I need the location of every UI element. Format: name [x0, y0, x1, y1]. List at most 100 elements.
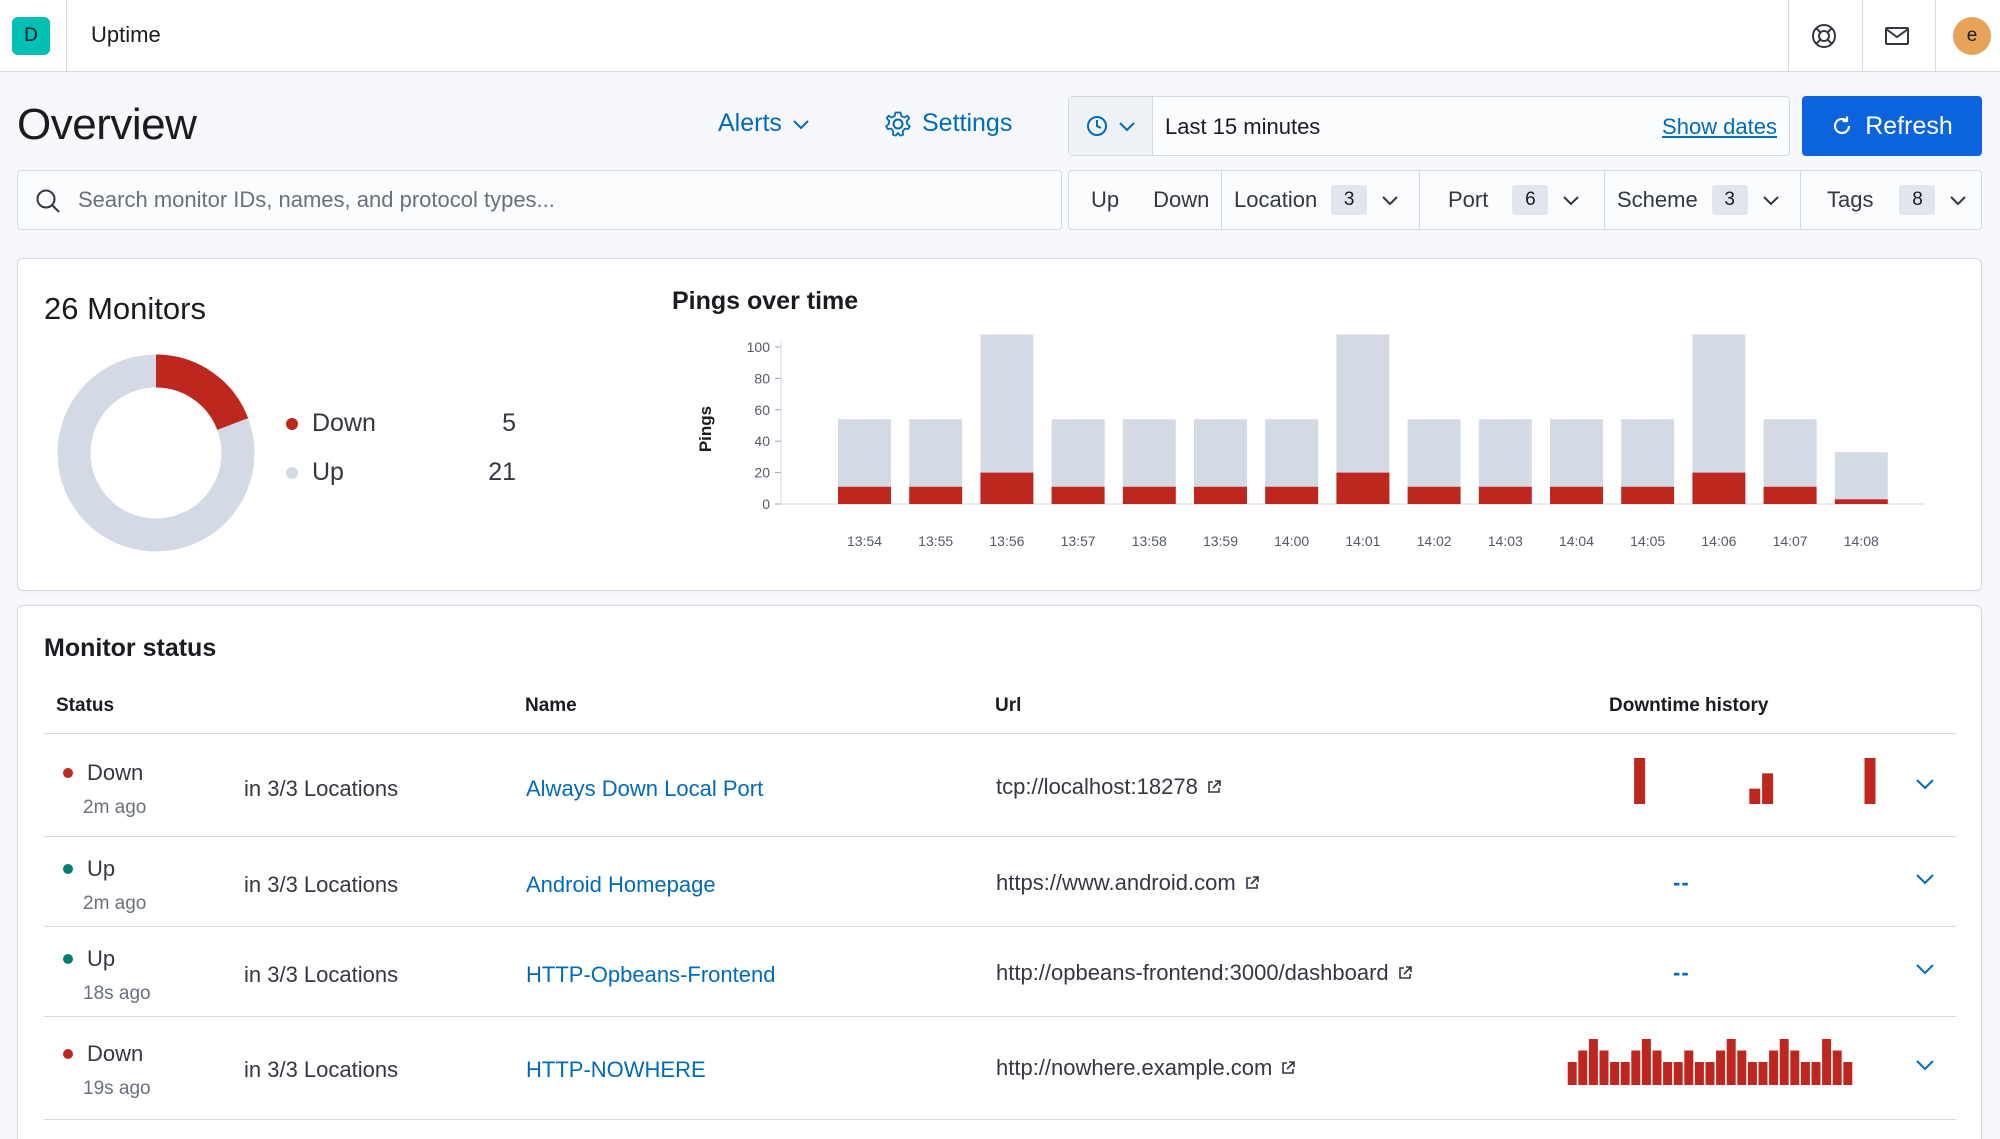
x-tick-label: 14:00: [1274, 533, 1309, 549]
bar-up-13:55: [909, 419, 963, 487]
expand-row-chevron-icon[interactable]: [1914, 776, 1936, 792]
bar-up-13:58: [1122, 419, 1176, 487]
monitor-url-link[interactable]: http://opbeans-frontend:3000/dashboard: [996, 960, 1413, 986]
mail-icon[interactable]: [1881, 20, 1913, 52]
downtime-bar: [1588, 1039, 1598, 1085]
downtime-bar: [1737, 1050, 1747, 1085]
location-summary: in 3/3 Locations: [244, 872, 399, 897]
settings-button[interactable]: Settings: [884, 109, 1012, 138]
external-link-icon: [1208, 780, 1221, 793]
column-header-url[interactable]: Url: [995, 695, 1022, 716]
column-header-status[interactable]: Status: [56, 695, 115, 716]
page-title: Overview: [17, 100, 197, 149]
monitor-name-link[interactable]: Android Homepage: [526, 872, 716, 897]
refresh-button[interactable]: Refresh: [1802, 96, 1982, 156]
location-summary: in 3/3 Locations: [244, 1057, 399, 1082]
chevron-down-icon: [1118, 122, 1135, 132]
external-link-icon: [1282, 1061, 1296, 1074]
help-icon[interactable]: [1808, 20, 1840, 52]
status-label: Down: [87, 1041, 144, 1066]
status-timestamp: 19s ago: [83, 1078, 151, 1099]
x-tick-label: 13:56: [989, 533, 1024, 549]
downtime-bar: [1864, 758, 1876, 804]
bar-up-13:57: [1051, 419, 1105, 487]
downtime-bar: [1822, 1039, 1832, 1085]
quick-select-button[interactable]: [1069, 97, 1153, 155]
downtime-bar: [1843, 1062, 1853, 1085]
show-dates-link[interactable]: Show dates: [1662, 114, 1777, 139]
bar-down-14:05: [1621, 486, 1675, 504]
monitor-url-link[interactable]: tcp://localhost:18278: [996, 774, 1222, 800]
chevron-down-icon: [1950, 196, 1967, 206]
filter-down-button[interactable]: Down: [1153, 187, 1210, 212]
status-indicator: Down: [44, 760, 143, 786]
location-summary: in 3/3 Locations: [244, 776, 399, 801]
downtime-bar: [1578, 1050, 1588, 1085]
filter-up-button[interactable]: Up: [1091, 187, 1120, 212]
downtime-bar: [1747, 1062, 1757, 1085]
url-text: tcp://localhost:18278: [996, 774, 1198, 799]
chevron-down-icon: [1563, 196, 1580, 206]
alerts-button[interactable]: Alerts: [718, 109, 810, 138]
location-summary: in 3/3 Locations: [244, 962, 399, 987]
bar-up-14:02: [1407, 419, 1461, 487]
date-picker: Last 15 minutes Show dates: [1068, 96, 1790, 156]
bar-up-14:01: [1336, 334, 1390, 473]
x-tick-label: 14:01: [1345, 533, 1380, 549]
bar-down-14:07: [1763, 486, 1817, 504]
filter-label: Location: [1234, 187, 1318, 212]
status-timestamp: 2m ago: [83, 797, 147, 818]
downtime-bar: [1832, 1050, 1842, 1085]
downtime-bar: [1631, 1050, 1641, 1085]
bar-up-14:03: [1478, 419, 1532, 487]
downtime-bar: [1694, 1062, 1704, 1085]
monitor-name-link[interactable]: Always Down Local Port: [526, 776, 764, 801]
legend-label: Up: [312, 458, 344, 486]
monitor-url-link[interactable]: http://nowhere.example.com: [996, 1055, 1296, 1081]
filter-label: Port: [1448, 187, 1489, 212]
bar-down-14:02: [1407, 486, 1461, 504]
x-tick-label: 13:59: [1203, 533, 1238, 549]
chevron-down-icon: [1763, 196, 1779, 206]
tags-filter[interactable]: Tags 8: [1800, 171, 1981, 229]
chart-title: Pings over time: [672, 287, 859, 315]
x-tick-label: 14:05: [1630, 533, 1665, 549]
table-row: Down 2m ago in 3/3 Locations Always Down…: [44, 734, 1956, 836]
divider: [44, 836, 1956, 837]
legend-down: Down 5: [286, 409, 516, 438]
space-avatar[interactable]: D: [12, 17, 50, 55]
monitor-name-link[interactable]: HTTP-NOWHERE: [526, 1057, 706, 1082]
monitor-url-link[interactable]: https://www.android.com: [996, 870, 1260, 896]
x-tick-label: 14:03: [1488, 533, 1523, 549]
bar-down-14:04: [1550, 486, 1603, 504]
downtime-bar: [1641, 1039, 1651, 1085]
column-header-downtime-history: Downtime history: [1609, 695, 1769, 716]
bar-up-14:04: [1550, 419, 1603, 487]
date-range-text[interactable]: Last 15 minutes: [1165, 114, 1321, 139]
downtime-bar: [1779, 1039, 1789, 1085]
scheme-filter[interactable]: Scheme 3: [1604, 171, 1800, 229]
external-link-icon: [1245, 876, 1259, 889]
refresh-label: Refresh: [1865, 111, 1953, 140]
expand-row-chevron-icon[interactable]: [1914, 961, 1936, 977]
filter-count-badge: 6: [1512, 185, 1549, 215]
chevron-down-icon: [1382, 196, 1398, 206]
user-avatar[interactable]: e: [1953, 17, 1991, 55]
table-row: Down 19s ago in 3/3 Locations HTTP-NOWHE…: [44, 1017, 1956, 1119]
bar-up-14:06: [1692, 334, 1746, 473]
filter-count-badge: 3: [1711, 185, 1748, 215]
x-tick-label: 14:06: [1701, 533, 1736, 549]
divider: [44, 733, 1956, 734]
downtime-bar: [1811, 1062, 1821, 1085]
port-filter[interactable]: Port 6: [1419, 171, 1604, 229]
column-header-name[interactable]: Name: [525, 695, 577, 716]
location-filter[interactable]: Location 3: [1221, 171, 1419, 229]
expand-row-chevron-icon[interactable]: [1914, 1057, 1936, 1073]
search-input[interactable]: [78, 183, 1038, 217]
expand-row-chevron-icon[interactable]: [1914, 871, 1936, 887]
downtime-bar: [1749, 788, 1761, 804]
monitors-count-title: 26 Monitors: [44, 291, 206, 326]
x-tick-label: 14:08: [1844, 533, 1879, 549]
filter-count-badge: 3: [1331, 185, 1368, 215]
monitor-name-link[interactable]: HTTP-Opbeans-Frontend: [526, 962, 776, 987]
